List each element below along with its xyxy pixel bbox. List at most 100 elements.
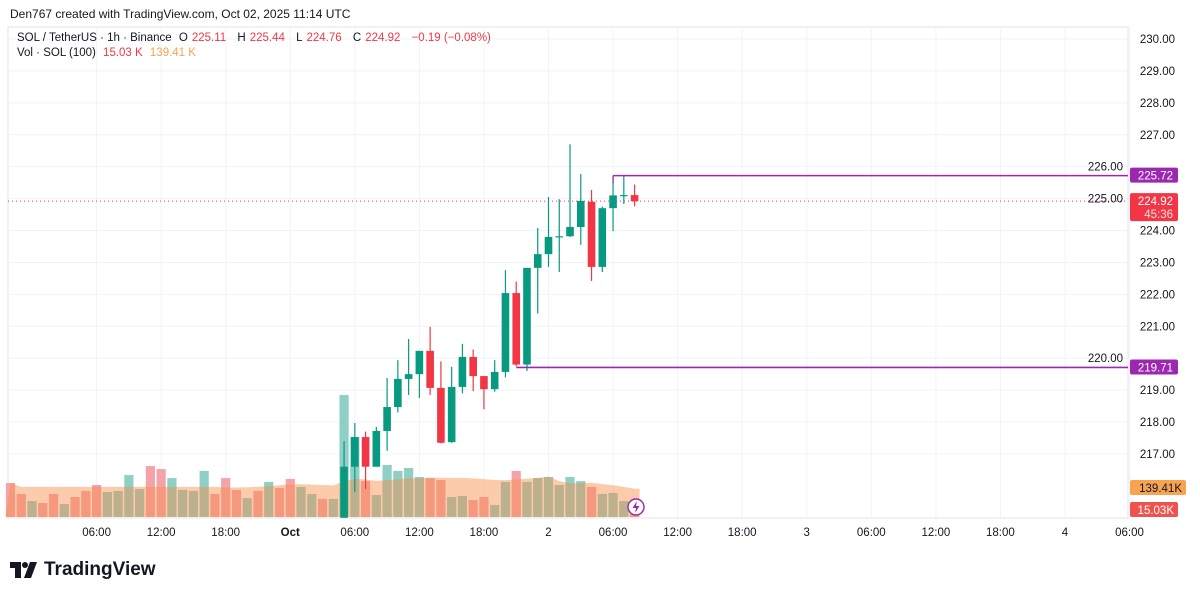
volume-badge xyxy=(1130,502,1178,517)
candle-body xyxy=(490,371,499,390)
candle xyxy=(340,441,348,518)
volume-bar xyxy=(264,481,274,517)
candle xyxy=(490,360,499,392)
candle-body xyxy=(447,386,456,443)
price-tick-label: 218.00 xyxy=(1140,417,1175,429)
candle-body xyxy=(340,466,348,518)
candle-body xyxy=(437,387,445,443)
candle xyxy=(426,326,434,395)
candle xyxy=(620,175,628,205)
candle-body xyxy=(415,350,424,375)
last-price-badge xyxy=(1130,193,1178,222)
candle xyxy=(609,175,617,232)
time-tick-label: 06:00 xyxy=(1115,527,1144,539)
volume-bar xyxy=(382,464,392,517)
volume-bar xyxy=(124,475,134,517)
lightning-icon[interactable] xyxy=(627,498,645,516)
candle xyxy=(372,426,381,467)
volume-bar xyxy=(81,490,91,517)
volume-bar xyxy=(500,481,511,517)
candle-body xyxy=(501,293,510,372)
time-tick-label: 4 xyxy=(1062,527,1069,539)
time-tick-label: 18:00 xyxy=(470,527,499,539)
price-tick-label: 220.00 xyxy=(1088,353,1123,365)
candle-body xyxy=(630,195,639,202)
logo-text: TradingView xyxy=(44,559,156,580)
volume-ma-label: 139.41K xyxy=(1139,483,1182,495)
time-tick-label: 06:00 xyxy=(599,527,628,539)
volume-bar xyxy=(156,469,166,517)
level-price-badge xyxy=(1130,167,1178,183)
candle-body xyxy=(576,200,585,228)
chart-credit: Den767 created with TradingView.com, Oct… xyxy=(10,7,351,21)
candle xyxy=(598,206,607,273)
candle xyxy=(480,376,488,410)
last-price-label: 224.92 xyxy=(1138,196,1173,208)
candle xyxy=(351,422,359,493)
volume-bar xyxy=(307,493,317,517)
high-value: 225.44 xyxy=(249,32,285,44)
volume-bar xyxy=(38,503,48,517)
candle-body xyxy=(480,376,488,390)
volume-bar xyxy=(59,504,69,517)
candle xyxy=(437,361,445,444)
volume-bar xyxy=(317,498,328,517)
candle-body xyxy=(372,430,381,467)
volume-bar xyxy=(199,470,209,517)
candle xyxy=(447,366,456,443)
level-price-label: 225.72 xyxy=(1138,171,1173,183)
price-tick-label: 219.00 xyxy=(1140,385,1175,397)
close-value: 224.92 xyxy=(365,32,401,44)
candle xyxy=(544,197,553,267)
price-tick-label: 227.00 xyxy=(1140,130,1175,142)
price-tick-label: 221.00 xyxy=(1140,321,1175,333)
volume-bar xyxy=(102,492,112,517)
volume-bar xyxy=(145,466,155,517)
price-tick-label: 230.00 xyxy=(1140,34,1175,46)
tradingview-logo-icon xyxy=(10,562,37,578)
volume-bar xyxy=(597,493,607,517)
volume-bar xyxy=(231,489,242,517)
candle-body xyxy=(351,437,359,467)
time-tick-label: 18:00 xyxy=(728,527,757,539)
candle-body xyxy=(458,356,467,387)
volume-bar xyxy=(274,487,285,517)
time-tick-label: 06:00 xyxy=(857,527,886,539)
volume-bar xyxy=(619,501,629,517)
volume-bar xyxy=(285,478,295,517)
lightning-icon-bolt xyxy=(632,501,640,513)
volume-bar xyxy=(135,489,145,517)
volume-bar xyxy=(253,490,263,517)
price-tick-label: 226.00 xyxy=(1088,162,1123,174)
volume-bar xyxy=(436,480,446,517)
time-tick-label: 12:00 xyxy=(663,527,692,539)
candle xyxy=(361,431,370,490)
volume-bar xyxy=(414,477,424,517)
price-tick-label: 224.00 xyxy=(1140,226,1175,238)
candle xyxy=(469,349,477,392)
price-tick-label: 223.00 xyxy=(1140,257,1175,269)
volume-bar xyxy=(479,497,489,517)
time-tick-label: Oct xyxy=(281,527,300,539)
candle xyxy=(404,339,413,395)
level-price-badge xyxy=(1130,359,1178,375)
time-tick-label: 18:00 xyxy=(986,527,1015,539)
symbol-title[interactable]: SOL / TetherUS · 1h · Binance xyxy=(17,32,172,44)
candle-body xyxy=(598,208,607,267)
volume-bar xyxy=(565,477,575,517)
candle xyxy=(501,270,510,378)
candle xyxy=(630,184,639,207)
candle-body xyxy=(404,374,413,379)
volume-bar xyxy=(91,484,102,517)
level-price-label: 219.71 xyxy=(1138,362,1173,374)
time-tick-label: 18:00 xyxy=(211,527,240,539)
candle-body xyxy=(394,378,402,408)
volume-bar xyxy=(554,484,564,517)
volume-title[interactable]: Vol · SOL (100) xyxy=(17,47,96,59)
time-tick-label: 2 xyxy=(545,527,551,539)
price-tick-label: 228.00 xyxy=(1140,98,1175,110)
volume-bar xyxy=(328,498,338,517)
volume-bar xyxy=(457,495,468,517)
